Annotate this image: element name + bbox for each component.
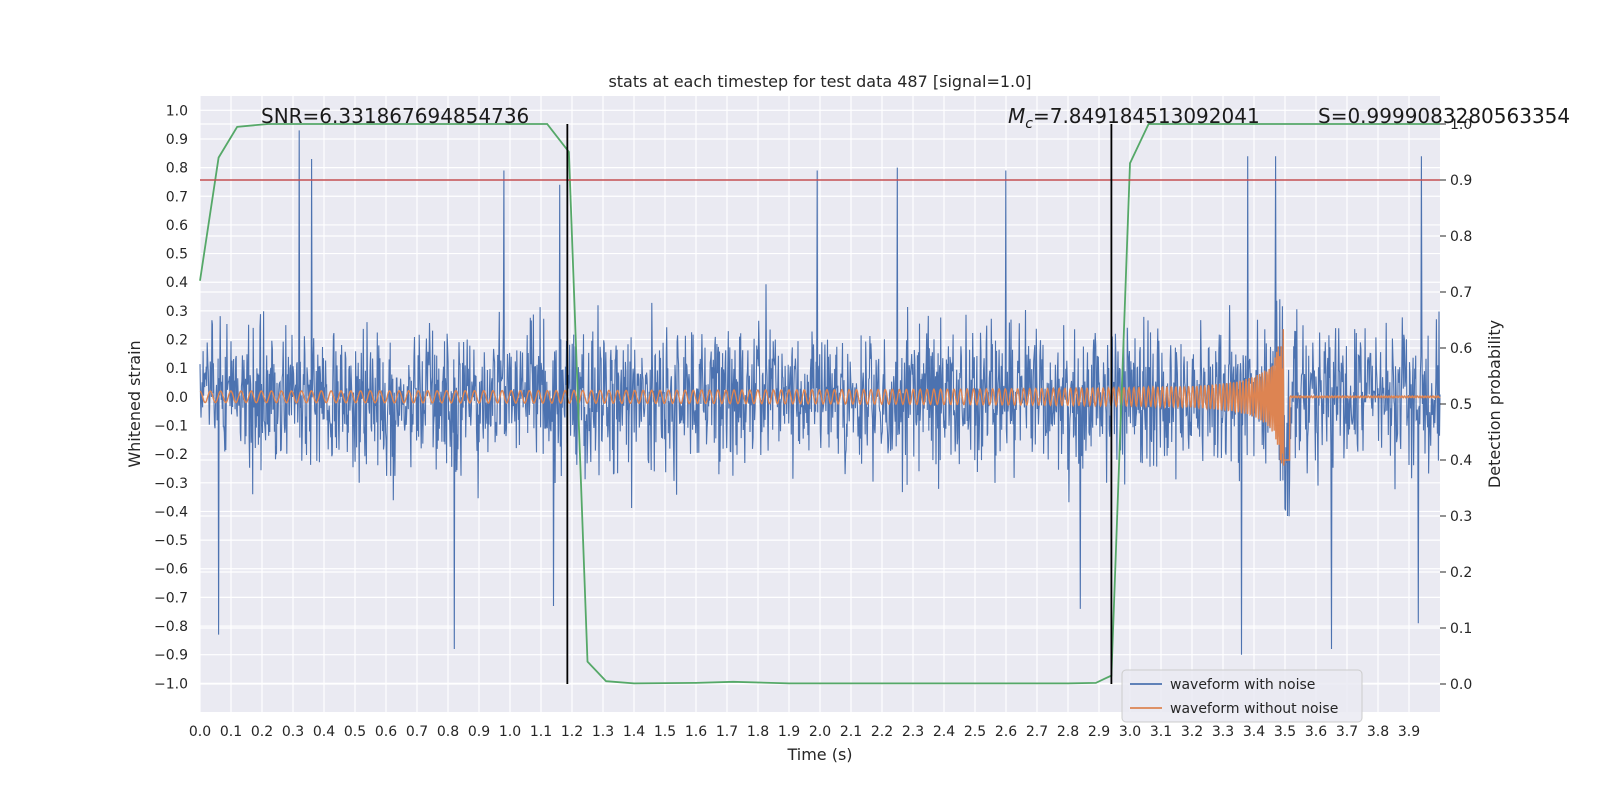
y-tick-label: −0.5 bbox=[154, 533, 188, 549]
x-tick-label: 0.1 bbox=[220, 724, 242, 740]
chart-title: stats at each timestep for test data 487… bbox=[608, 72, 1031, 91]
y2-axis-label: Detection probability bbox=[1485, 320, 1504, 488]
x-tick-label: 2.8 bbox=[1057, 724, 1079, 740]
x-tick-label: 3.2 bbox=[1181, 724, 1203, 740]
x-tick-label: 3.7 bbox=[1336, 724, 1358, 740]
x-tick-label: 2.7 bbox=[1026, 724, 1048, 740]
x-tick-label: 3.6 bbox=[1305, 724, 1327, 740]
legend-label-clean: waveform without noise bbox=[1170, 701, 1338, 717]
x-tick-label: 1.7 bbox=[716, 724, 738, 740]
y-tick-label: 0.8 bbox=[166, 161, 188, 177]
x-tick-label: 2.3 bbox=[902, 724, 924, 740]
y-tick-label: −0.4 bbox=[154, 504, 188, 520]
x-tick-label: 1.8 bbox=[747, 724, 769, 740]
x-tick-label: 0.8 bbox=[437, 724, 459, 740]
legend-box bbox=[1121, 669, 1363, 723]
x-tick-label: 0.5 bbox=[344, 724, 366, 740]
y-tick-label: −0.9 bbox=[154, 648, 188, 664]
x-tick-label: 0.2 bbox=[251, 724, 273, 740]
x-tick-label: 2.1 bbox=[840, 724, 862, 740]
y2-tick-label: 0.7 bbox=[1450, 285, 1472, 301]
snr-s-annotation: S=0.9999083280563354 bbox=[1318, 104, 1570, 128]
x-tick-label: 3.5 bbox=[1274, 724, 1296, 740]
y-tick-label: 0.4 bbox=[166, 275, 188, 291]
y2-tick-label: 0.2 bbox=[1450, 565, 1472, 581]
series-detection-probability bbox=[199, 123, 1440, 685]
y-tick-label: 0.2 bbox=[166, 333, 188, 349]
x-tick-label: 1.0 bbox=[499, 724, 521, 740]
x-tick-label: 1.3 bbox=[592, 724, 614, 740]
detection-probability-line bbox=[199, 123, 1440, 685]
chirp-mass-value: =7.849184513092041 bbox=[1033, 104, 1260, 128]
x-tick-label: 1.2 bbox=[561, 724, 583, 740]
x-tick-label: 2.6 bbox=[995, 724, 1017, 740]
x-tick-label: 1.5 bbox=[654, 724, 676, 740]
x-tick-label: 3.0 bbox=[1119, 724, 1141, 740]
x-tick-label: 1.9 bbox=[778, 724, 800, 740]
y-tick-label: 0.6 bbox=[166, 218, 188, 234]
x-tick-label: 2.2 bbox=[871, 724, 893, 740]
x-tick-label: 2.9 bbox=[1088, 724, 1110, 740]
y2-tick-label: 0.5 bbox=[1450, 397, 1472, 413]
legend-label-noise: waveform with noise bbox=[1170, 677, 1315, 693]
x-axis-label: Time (s) bbox=[786, 745, 852, 764]
y2-tick-label: 1.0 bbox=[1450, 117, 1472, 133]
y2-tick-label: 0.0 bbox=[1450, 677, 1472, 693]
y-tick-label: 0.7 bbox=[166, 189, 188, 205]
x-tick-label: 2.4 bbox=[933, 724, 955, 740]
x-tick-label: 1.1 bbox=[530, 724, 552, 740]
chirp-mass-annotation: Mc=7.849184513092041 bbox=[1008, 104, 1260, 132]
x-tick-label: 2.0 bbox=[809, 724, 831, 740]
x-tick-label: 3.9 bbox=[1398, 724, 1420, 740]
x-tick-label: 3.4 bbox=[1243, 724, 1265, 740]
y2-tick-label: 0.9 bbox=[1450, 173, 1472, 189]
x-tick-label: 0.0 bbox=[189, 724, 211, 740]
y2-tick-label: 0.4 bbox=[1450, 453, 1472, 469]
x-tick-label: 0.6 bbox=[375, 724, 397, 740]
x-tick-label: 3.3 bbox=[1212, 724, 1234, 740]
y-tick-label: −0.8 bbox=[154, 619, 188, 635]
y-tick-label: −1.0 bbox=[154, 676, 188, 692]
series-waveform-without-noise bbox=[199, 329, 1441, 466]
y-tick-label: −0.6 bbox=[154, 562, 188, 578]
x-tick-label: 0.7 bbox=[406, 724, 428, 740]
x-tick-label: 3.8 bbox=[1367, 724, 1389, 740]
clean-waveform-line bbox=[199, 329, 1441, 466]
x-tick-label: 2.5 bbox=[964, 724, 986, 740]
x-tick-label: 3.1 bbox=[1150, 724, 1172, 740]
chirp-mass-subscript: c bbox=[1025, 116, 1033, 132]
x-tick-label: 0.4 bbox=[313, 724, 335, 740]
y2-tick-label: 0.8 bbox=[1450, 229, 1472, 245]
y2-tick-label: 0.3 bbox=[1450, 509, 1472, 525]
y-tick-label: 0.3 bbox=[166, 304, 188, 320]
x-tick-label: 1.6 bbox=[685, 724, 707, 740]
reference-lines bbox=[200, 124, 1440, 684]
y2-tick-label: 0.1 bbox=[1450, 621, 1472, 637]
y-tick-label: 0.9 bbox=[166, 132, 188, 148]
y-tick-label: 0.5 bbox=[166, 247, 188, 263]
y-tick-label: −0.1 bbox=[154, 418, 188, 434]
legend: waveform with noise waveform without noi… bbox=[1121, 669, 1363, 723]
tick-labels: 0.0 0.1 0.2 0.3 0.4 0.5 0.6 0.7 0.8 0.9 1.0 1.1 1.2 1… bbox=[154, 103, 1472, 740]
snr-annotation: SNR=6.331867694854736 bbox=[261, 104, 529, 128]
y-tick-label: −0.3 bbox=[154, 476, 188, 492]
y2-tick-label: 0.6 bbox=[1450, 341, 1472, 357]
x-tick-label: 0.3 bbox=[282, 724, 304, 740]
x-tick-label: 0.9 bbox=[468, 724, 490, 740]
y-tick-label: 0.1 bbox=[166, 361, 188, 377]
y-axis-label: Whitened strain bbox=[125, 340, 144, 467]
chirp-mass-symbol: M bbox=[1008, 104, 1025, 128]
y-tick-label: 0.0 bbox=[166, 390, 188, 406]
y-tick-label: −0.2 bbox=[154, 447, 188, 463]
y-tick-label: 1.0 bbox=[166, 103, 188, 119]
x-tick-label: 1.4 bbox=[623, 724, 645, 740]
y-tick-label: −0.7 bbox=[154, 590, 188, 606]
